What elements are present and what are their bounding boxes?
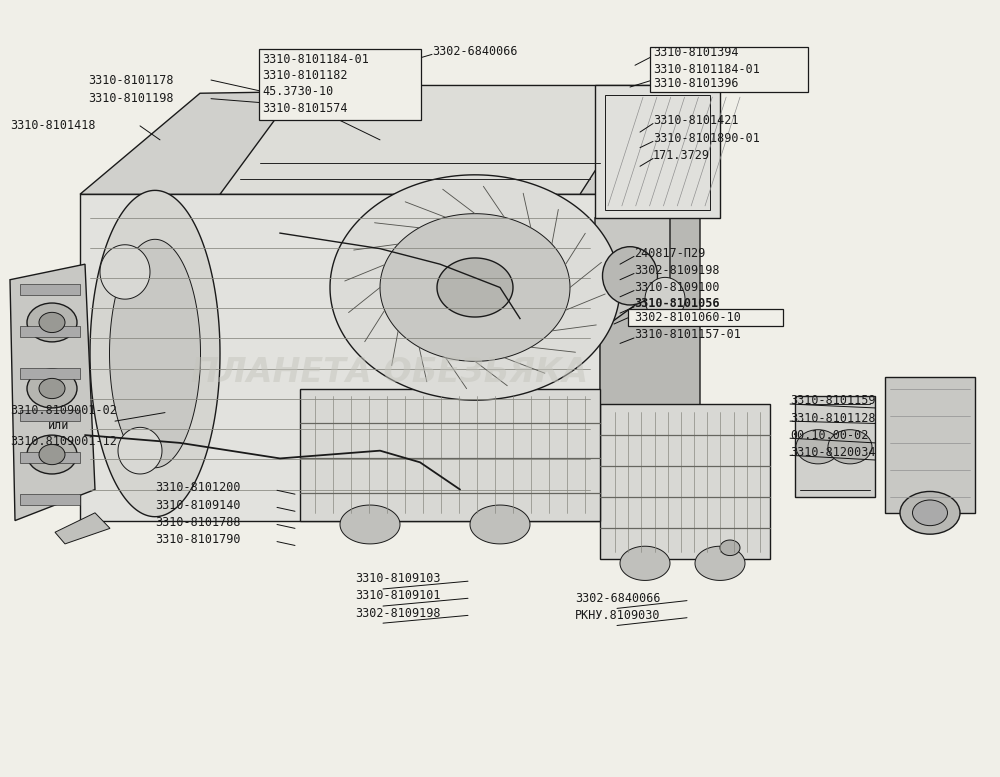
Polygon shape [595, 85, 720, 218]
Text: 3310-8101184-01: 3310-8101184-01 [262, 53, 369, 65]
Polygon shape [885, 377, 975, 513]
Bar [20, 368, 80, 379]
Text: 3302-8101060-10: 3302-8101060-10 [634, 312, 741, 324]
Polygon shape [600, 85, 700, 521]
Text: 3302-6840066: 3302-6840066 [432, 45, 518, 57]
Polygon shape [695, 546, 745, 580]
Text: 3310-8101394: 3310-8101394 [653, 47, 738, 59]
Text: 3310-8120034: 3310-8120034 [790, 446, 876, 458]
Text: РКНУ.8109030: РКНУ.8109030 [575, 609, 660, 622]
Polygon shape [437, 258, 513, 317]
Text: 3310-8101200: 3310-8101200 [155, 482, 240, 494]
Text: 00.10.00-02: 00.10.00-02 [790, 429, 868, 441]
Text: 3310-8101157-01: 3310-8101157-01 [634, 329, 741, 341]
Ellipse shape [900, 492, 960, 535]
Polygon shape [380, 214, 570, 361]
Text: 3302-8109198: 3302-8109198 [634, 264, 720, 277]
Text: 3310-8101056: 3310-8101056 [634, 298, 720, 310]
Text: 3310-8101198: 3310-8101198 [88, 92, 174, 105]
Polygon shape [620, 546, 670, 580]
Polygon shape [595, 218, 670, 334]
Ellipse shape [602, 247, 658, 305]
Polygon shape [80, 85, 700, 194]
Bar [650, 47, 808, 92]
Bar [628, 309, 783, 326]
Bar [605, 95, 710, 210]
Circle shape [39, 312, 65, 333]
Polygon shape [100, 245, 150, 299]
Text: 3310-8101178: 3310-8101178 [88, 74, 174, 86]
Text: 3310-8109140: 3310-8109140 [155, 499, 240, 511]
Circle shape [39, 444, 65, 465]
Text: 45.3730-10: 45.3730-10 [262, 85, 333, 98]
Polygon shape [330, 175, 620, 400]
Polygon shape [118, 427, 162, 474]
Polygon shape [795, 396, 875, 497]
Text: 3310-8101418: 3310-8101418 [10, 120, 96, 132]
Text: 3310-8101182: 3310-8101182 [262, 69, 348, 82]
Bar [259, 49, 421, 120]
Polygon shape [220, 85, 650, 194]
Polygon shape [80, 194, 600, 521]
Circle shape [27, 369, 77, 408]
Polygon shape [340, 505, 400, 544]
Text: 3302-8109198: 3302-8109198 [355, 607, 440, 619]
Bar [20, 452, 80, 463]
Circle shape [27, 303, 77, 342]
Polygon shape [10, 264, 95, 521]
Text: 3310.8109001-02: 3310.8109001-02 [10, 404, 117, 416]
Polygon shape [55, 513, 110, 544]
Circle shape [828, 430, 872, 464]
Polygon shape [470, 505, 530, 544]
Ellipse shape [912, 500, 948, 525]
Text: 3310-8101184-01: 3310-8101184-01 [653, 63, 760, 75]
Text: 3302-6840066: 3302-6840066 [575, 592, 660, 605]
Text: 3310-8101790: 3310-8101790 [155, 533, 240, 545]
Text: 3310.8109001-12: 3310.8109001-12 [10, 435, 117, 448]
Polygon shape [600, 404, 770, 559]
Circle shape [796, 430, 840, 464]
Text: 3310-8109103: 3310-8109103 [355, 573, 440, 585]
Text: 3310-8101574: 3310-8101574 [262, 102, 348, 114]
Text: 3310-8109101: 3310-8109101 [355, 590, 440, 602]
Text: или: или [48, 420, 69, 432]
Polygon shape [720, 540, 740, 556]
Bar [20, 326, 80, 337]
Text: 171.3729: 171.3729 [653, 149, 710, 162]
Bar [20, 494, 80, 505]
Polygon shape [90, 190, 220, 517]
Text: 3310-8101788: 3310-8101788 [155, 516, 240, 528]
Polygon shape [110, 239, 200, 468]
Text: 3310-8101396: 3310-8101396 [653, 78, 738, 90]
Polygon shape [645, 277, 685, 321]
Circle shape [27, 435, 77, 474]
Text: 3310-8101159: 3310-8101159 [790, 395, 876, 407]
Text: 3310-8101421: 3310-8101421 [653, 114, 738, 127]
Text: 3310-8109100: 3310-8109100 [634, 281, 720, 294]
Text: 3310-8101890-01: 3310-8101890-01 [653, 132, 760, 145]
Bar [20, 410, 80, 421]
Text: ПЛАНЕТА ОБЕЗЬЯКА: ПЛАНЕТА ОБЕЗЬЯКА [191, 357, 589, 389]
Polygon shape [300, 388, 600, 521]
Text: 3310-8101128: 3310-8101128 [790, 412, 876, 424]
Text: 240817-П29: 240817-П29 [634, 247, 705, 260]
Bar [20, 284, 80, 295]
Circle shape [39, 378, 65, 399]
